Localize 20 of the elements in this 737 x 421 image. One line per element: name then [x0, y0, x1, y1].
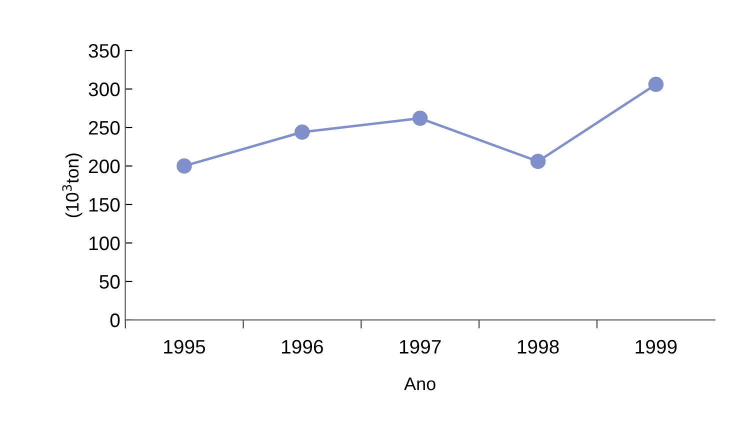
x-tick-label: 1996	[282, 340, 323, 354]
y-tick-label: 100	[89, 236, 120, 250]
y-tick-label: 50	[100, 274, 120, 289]
y-tick-label: 350	[88, 44, 120, 58]
y-tick-label: 300	[88, 82, 120, 96]
point	[176, 158, 192, 174]
point	[648, 76, 664, 92]
y-tick-label: 250	[88, 120, 120, 135]
y-tick-label: 200	[88, 159, 120, 174]
y-tick-label: 150	[89, 198, 120, 212]
x-tick-label: 1995	[164, 340, 206, 354]
point	[412, 110, 428, 126]
point	[530, 154, 546, 170]
x-tick-label: 1998	[518, 340, 559, 354]
x-tick-label: 1997	[400, 340, 441, 354]
y-axis-title: (10$^{3}$ton)	[62, 153, 82, 218]
x-tick-label: 1999	[636, 340, 677, 354]
x-axis-title: Ano	[404, 378, 436, 390]
y-tick-label: 0	[110, 313, 120, 328]
point	[294, 124, 310, 140]
